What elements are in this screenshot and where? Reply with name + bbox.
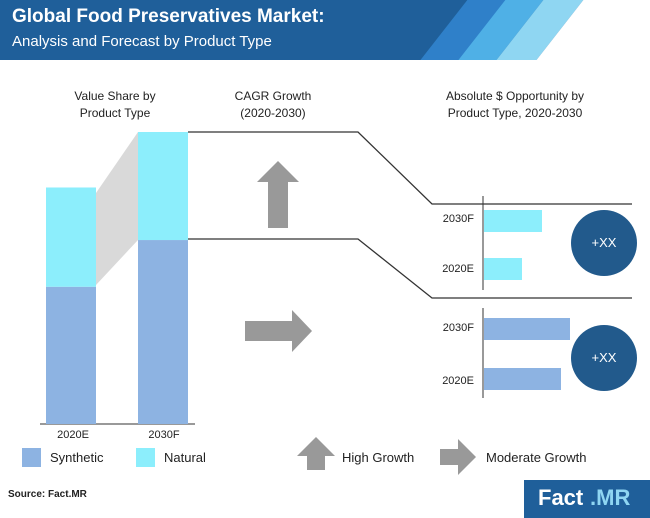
legend-moderate-growth-icon xyxy=(440,439,476,475)
bar-synthetic-2020e xyxy=(46,286,96,424)
moderate-growth-arrow-icon xyxy=(245,310,312,352)
logo-text-left: Fact xyxy=(538,485,584,510)
value-share-title: Value Share by Product Type xyxy=(74,89,156,120)
factmr-logo: Fact .MR xyxy=(524,480,650,518)
opportunity-title: Absolute $ Opportunity by Product Type, … xyxy=(445,89,585,120)
legend-high-growth-label: High Growth xyxy=(342,450,415,465)
x-tick-label: 2030F xyxy=(148,429,180,441)
hbar-synthetic-2020e xyxy=(484,368,561,390)
opportunity-value-moderate: +XX xyxy=(591,350,617,365)
page-title: Global Food Preservatives Market: xyxy=(12,6,325,27)
y-tick-label: 2020E xyxy=(442,375,474,387)
share-trapezoid xyxy=(96,132,138,285)
opportunity-circle-moderate xyxy=(571,325,637,391)
legend-high-growth-icon xyxy=(297,437,335,470)
connector-line-natural xyxy=(188,131,632,205)
legend-synthetic-swatch xyxy=(22,448,41,467)
legend-synthetic-label: Synthetic xyxy=(50,450,104,465)
hbar-natural-2020e xyxy=(484,258,522,280)
x-tick-label: 2020E xyxy=(57,429,89,441)
logo-text-right: .MR xyxy=(590,485,631,510)
connector-line-synthetic xyxy=(188,238,632,299)
y-tick-label: 2030F xyxy=(442,322,474,334)
y-tick-label: 2030F xyxy=(442,213,474,225)
cagr-title: CAGR Growth (2020-2030) xyxy=(234,89,312,120)
page-subtitle: Analysis and Forecast by Product Type xyxy=(12,33,272,50)
y-tick-label: 2020E xyxy=(442,263,474,275)
bar-natural-2020e xyxy=(46,187,96,287)
bar-natural-2030f xyxy=(138,132,188,241)
opportunity-value-high: +XX xyxy=(591,235,617,250)
hbar-synthetic-2030f xyxy=(484,318,570,340)
legend-moderate-growth-label: Moderate Growth xyxy=(486,450,587,465)
opportunity-circle-high xyxy=(571,210,637,276)
bar-synthetic-2030f xyxy=(138,240,188,424)
source-note: Source: Fact.MR xyxy=(8,489,87,500)
hbar-natural-2030f xyxy=(484,210,542,232)
high-growth-arrow-icon xyxy=(257,161,299,228)
legend-natural-swatch xyxy=(136,448,155,467)
legend-natural-label: Natural xyxy=(164,450,206,465)
header-banner: Global Food Preservatives Market: Analys… xyxy=(0,0,650,60)
